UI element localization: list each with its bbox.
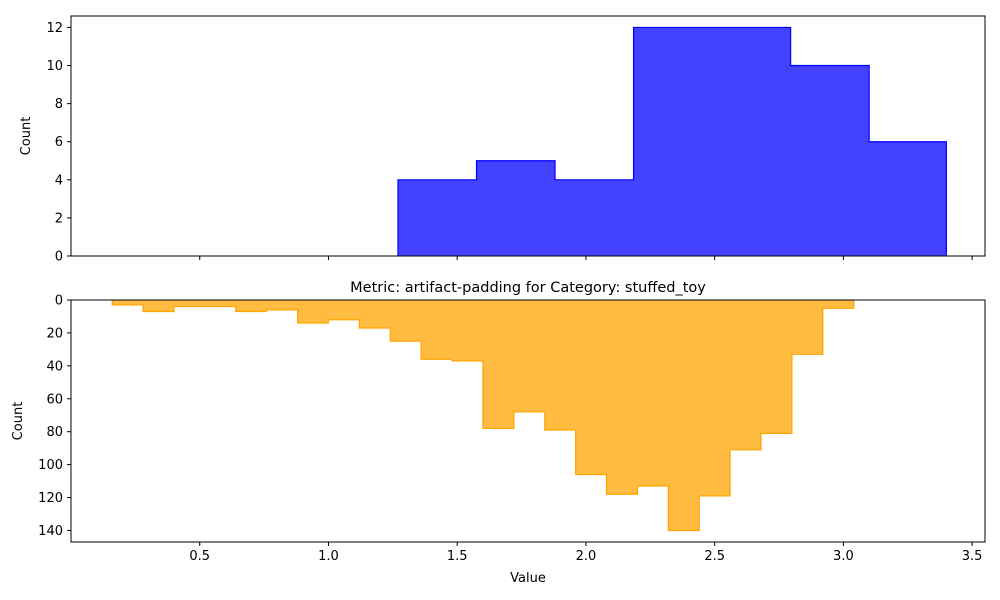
top-y-axis-ticks: 0 2 4 6 8 10 12 — [46, 21, 71, 265]
histogram-bin — [398, 180, 477, 256]
histogram-bin — [699, 300, 730, 496]
top-x-axis-ticks — [199, 256, 973, 260]
y-tick-label: 8 — [55, 97, 63, 112]
histogram-bin — [792, 300, 823, 354]
top-plot-frame — [70, 15, 986, 257]
y-tick-label: 40 — [46, 359, 63, 374]
y-tick-label: 0 — [55, 294, 63, 309]
histogram-bin — [555, 180, 634, 256]
histogram-bottom-panel: 0 20 40 60 80 100 120 140 0.5 1.0 1.5 2.0 2.5 3.0 3.5… — [11, 280, 986, 586]
histogram-bin — [730, 300, 761, 450]
histogram-bin — [514, 300, 545, 412]
top-y-axis-label: Count — [19, 117, 34, 156]
y-tick-label: 10 — [46, 59, 63, 74]
y-tick-label: 6 — [55, 135, 63, 150]
y-tick-label: 80 — [46, 425, 63, 440]
x-tick-label: 2.0 — [576, 549, 597, 564]
y-tick-label: 12 — [46, 21, 63, 36]
y-tick-label: 120 — [38, 491, 63, 506]
histogram-bin — [143, 300, 174, 312]
histogram-bin — [823, 300, 854, 308]
histogram-outline-1-0 — [111, 300, 855, 532]
y-tick-label: 4 — [55, 173, 63, 188]
x-tick-label: 2.5 — [704, 549, 725, 564]
x-tick-label: 1.5 — [447, 549, 468, 564]
histogram-bin — [267, 300, 298, 310]
y-tick-label: 100 — [38, 458, 63, 473]
histogram-bin — [791, 66, 870, 256]
histogram-bin — [761, 300, 792, 433]
histogram-bin — [712, 27, 791, 256]
bottom-plot-frame — [70, 299, 986, 543]
x-tick-label: 0.5 — [189, 549, 210, 564]
histogram-bin — [174, 300, 205, 307]
bottom-y-axis-label: Count — [11, 402, 26, 441]
x-tick-label: 1.0 — [318, 549, 339, 564]
x-axis-label: Value — [510, 571, 546, 586]
histogram-bin — [112, 300, 143, 305]
histogram-bin — [328, 300, 359, 320]
histogram-bin — [634, 27, 713, 256]
histogram-bin — [236, 300, 267, 312]
y-tick-label: 140 — [38, 524, 63, 539]
histogram-bin — [607, 300, 638, 494]
histogram-top-panel: 0 2 4 6 8 10 12 Count — [19, 15, 986, 265]
histogram-outline-0-0 — [397, 26, 947, 256]
histogram-bin — [477, 161, 556, 256]
x-tick-label: 3.5 — [962, 549, 983, 564]
x-tick-label: 3.0 — [833, 549, 854, 564]
bottom-x-axis-ticks: 0.5 1.0 1.5 2.0 2.5 3.0 3.5 — [189, 542, 982, 564]
histogram-bin — [421, 300, 452, 359]
histogram-bin — [545, 300, 576, 430]
histogram-bin — [205, 300, 236, 307]
histogram-bin — [359, 300, 390, 328]
histogram-bin — [668, 300, 699, 530]
histogram-bin — [637, 300, 668, 486]
histogram-bin — [452, 300, 483, 361]
histogram-bin — [298, 300, 329, 323]
y-tick-label: 0 — [55, 250, 63, 265]
y-tick-label: 20 — [46, 326, 63, 341]
histogram-bin — [869, 142, 946, 256]
top-histogram-area — [397, 26, 947, 256]
chart-title: Metric: artifact-padding for Category: s… — [350, 280, 706, 296]
bottom-histogram-area — [111, 300, 855, 532]
y-tick-label: 2 — [55, 211, 63, 226]
bottom-y-axis-ticks: 0 20 40 60 80 100 120 140 — [38, 294, 71, 539]
histogram-bin — [390, 300, 421, 341]
histogram-fill-0-0 — [397, 27, 947, 256]
histogram-bin — [576, 300, 607, 475]
histogram-bin — [483, 300, 514, 428]
y-tick-label: 60 — [46, 392, 63, 407]
